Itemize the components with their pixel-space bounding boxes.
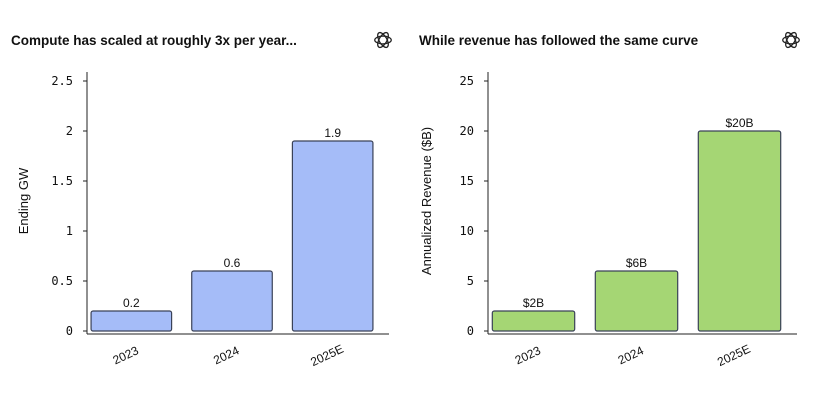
y-tick-label: 10: [460, 224, 474, 238]
data-label: 1.9: [324, 126, 341, 140]
y-tick-label: 25: [460, 74, 474, 88]
y-tick-label: 1.5: [51, 174, 73, 188]
bar-2025E: [291, 140, 374, 332]
x-tick-label: 2023: [513, 343, 543, 367]
openai-logo-icon: [782, 31, 800, 49]
data-label: $20B: [725, 116, 753, 130]
bar-2025E: [697, 130, 782, 332]
bar-2023: [491, 310, 576, 332]
compute-bar-chart: 0 0.5 1 1.5 2 2.5 Ending GW 0.2 2023 0.6 2024 1.9 20…: [16, 72, 389, 369]
compute-chart-panel: Compute has scaled at roughly 3x per yea…: [0, 0, 414, 403]
y-tick-label: 20: [460, 124, 474, 138]
x-tick-label: 2025E: [715, 342, 752, 369]
bar-2023: [90, 310, 173, 332]
data-label: $6B: [626, 256, 647, 270]
y-tick-label: 1: [66, 224, 73, 238]
revenue-chart-panel: While revenue has followed the same curv…: [414, 0, 829, 403]
data-label: 0.6: [224, 256, 241, 270]
chart-title: Compute has scaled at roughly 3x per yea…: [11, 33, 297, 48]
y-tick-label: 0: [467, 324, 474, 338]
bar-2024: [191, 270, 273, 332]
y-tick-label: 2.5: [51, 74, 73, 88]
openai-logo-icon: [374, 31, 392, 49]
y-tick-label: 0: [66, 324, 73, 338]
y-tick-label: 5: [467, 274, 474, 288]
x-tick-label: 2025E: [308, 342, 345, 369]
bar-2024: [594, 270, 679, 332]
y-tick-label: 2: [66, 124, 73, 138]
x-tick-label: 2023: [111, 343, 141, 367]
revenue-bar-chart: 0 5 10 15 20 25 Annualized Revenue ($B) $2B 2023…: [419, 72, 797, 369]
y-tick-label: 0.5: [51, 274, 73, 288]
x-tick-label: 2024: [211, 343, 241, 367]
y-axis-label: Annualized Revenue ($B): [419, 127, 434, 275]
data-label: 0.2: [123, 296, 140, 310]
data-label: $2B: [523, 296, 544, 310]
chart-title: While revenue has followed the same curv…: [419, 33, 699, 48]
x-tick-label: 2024: [616, 343, 646, 367]
y-axis-label: Ending GW: [16, 167, 31, 234]
y-tick-label: 15: [460, 174, 474, 188]
